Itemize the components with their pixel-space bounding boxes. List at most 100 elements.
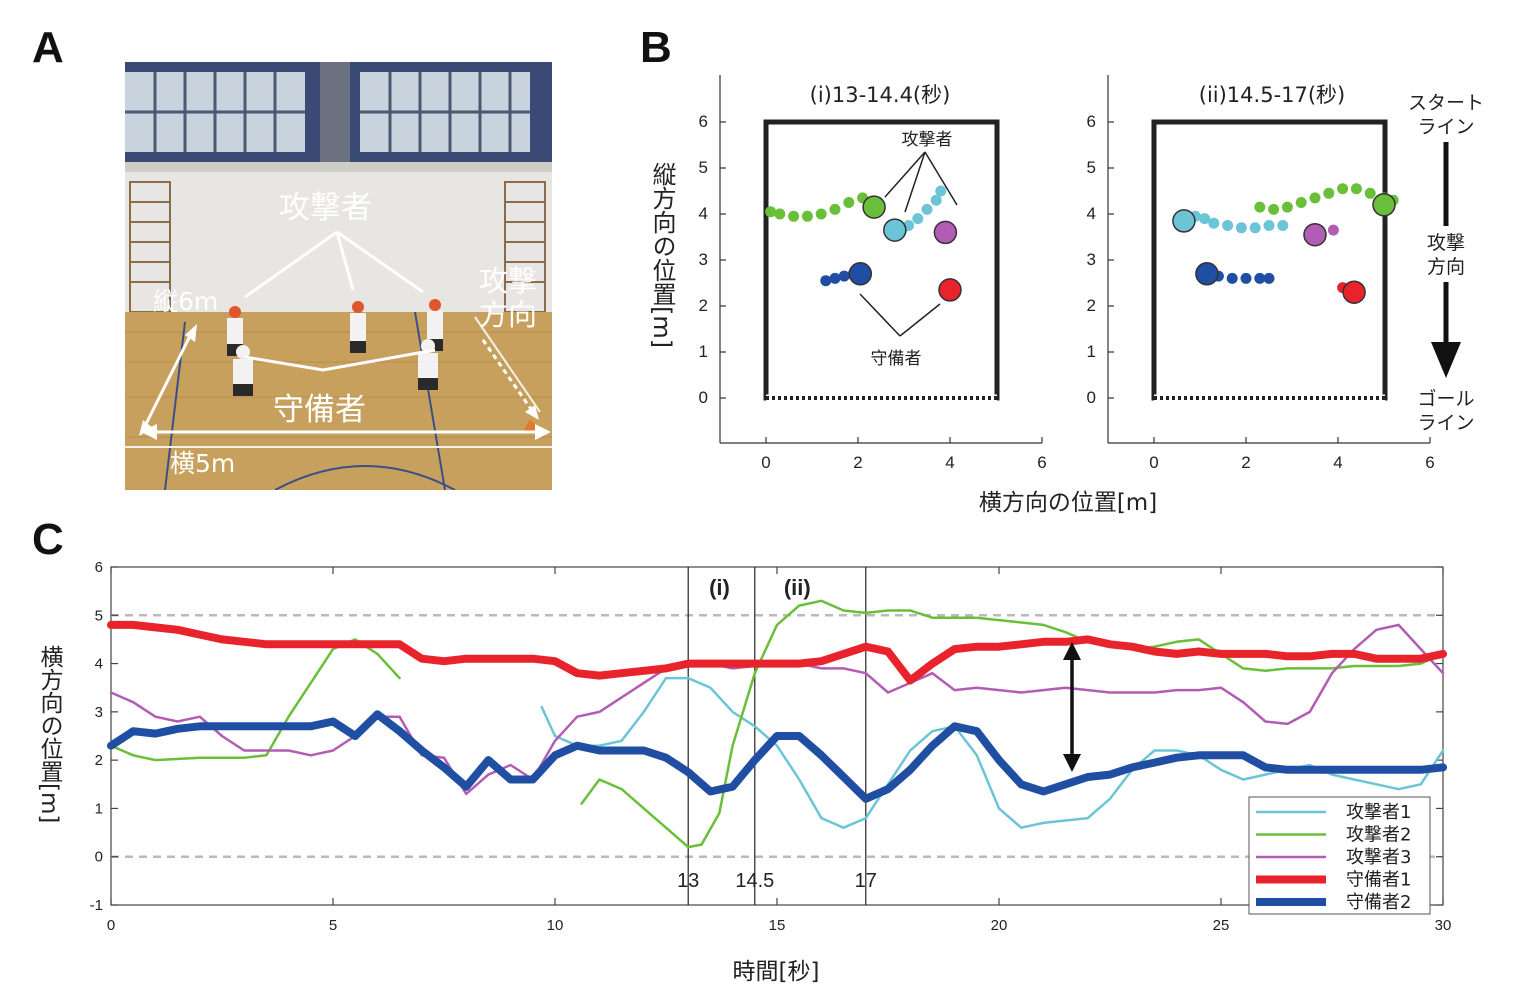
- panelB-ylabel: 縦方向の位置[m]: [648, 162, 676, 348]
- panelB-i-end-point: [938, 278, 962, 302]
- panelB-i-trail-point: [820, 275, 832, 287]
- panelB-i-trail-point: [815, 208, 827, 220]
- panelB-i-end-point: [848, 262, 873, 286]
- attack-direction-arrow-head: [1431, 342, 1461, 378]
- panel-letter-a: A: [32, 23, 64, 72]
- panelB-ii-xtick-label: 4: [1333, 453, 1342, 472]
- panelC-xtick-label: 30: [1435, 917, 1452, 934]
- panelB-i-xtick-label: 6: [1037, 453, 1046, 472]
- panelB-i-trail-point: [838, 270, 850, 282]
- panelB-defenders-label: 守備者: [871, 349, 922, 369]
- panelB-i-xtick-label: 4: [945, 453, 954, 472]
- panelB-ii-trail-point: [1323, 187, 1335, 199]
- panelB-i-end-point: [933, 220, 958, 245]
- legend-label: 守備者1: [1346, 870, 1411, 891]
- goal-line-label-1: ゴール: [1417, 388, 1474, 410]
- panelC-ytick-label: 4: [95, 656, 103, 673]
- panelB-ii-xtick-label: 2: [1241, 453, 1250, 472]
- panelB-ii-trail-point: [1249, 222, 1261, 234]
- panelB-ii-trail-point: [1350, 183, 1362, 195]
- panelB-ii-trail-point: [1327, 224, 1339, 236]
- panelB-i-trail-point: [765, 206, 777, 218]
- attack-direction-bg: [1418, 226, 1474, 282]
- legend-label: 守備者2: [1346, 892, 1411, 913]
- panelC-interval-label: (ii): [784, 575, 811, 600]
- start-line-label-2: ライン: [1417, 116, 1474, 138]
- panelB-i-axes: [719, 75, 1042, 444]
- panelC-series-line: [109, 638, 401, 762]
- panelB-ii-marks: [1172, 183, 1399, 304]
- panelB-i-end-point: [862, 195, 886, 219]
- panelB-ii-end-point: [1342, 280, 1366, 304]
- goal-line-label-2: ライン: [1417, 412, 1474, 434]
- panelB-i-xtick-label: 0: [761, 453, 770, 472]
- panelB-ii-end-point: [1172, 209, 1196, 233]
- panelB-ii-trail-point: [1295, 197, 1307, 208]
- panelB-ii-trail-point: [1281, 201, 1293, 213]
- attack-direction-label-2: 方向: [1427, 256, 1465, 278]
- panelB-ii-ytick-label: 6: [1087, 112, 1096, 131]
- panelC-xtick-label: 10: [547, 917, 564, 934]
- panelC-xtick-label: 15: [769, 917, 786, 934]
- panelB-ii-trail-point: [1337, 183, 1349, 195]
- panelC-ytick-label: 2: [95, 752, 103, 769]
- panelB-ii-trail-point: [1254, 272, 1266, 284]
- panelC-ytick-label: -1: [90, 897, 103, 914]
- start-line-label-1: スタート: [1408, 92, 1484, 114]
- panelC-marker-label: 17: [855, 870, 877, 892]
- panelC-ylabel: 横方向の位置[m]: [36, 645, 64, 823]
- panelB-i-trail-point: [843, 197, 855, 208]
- photo-defenders-label: 守備者: [273, 392, 366, 428]
- panelB-ii-trail-point: [1222, 220, 1234, 231]
- panelC-ytick-label: 6: [95, 559, 103, 576]
- panelB-ii-trail-point: [1277, 220, 1289, 231]
- panelB-ii-end-point: [1372, 193, 1396, 217]
- panelB-ii-trail-point: [1235, 222, 1247, 234]
- gap-double-arrow: [1063, 642, 1081, 772]
- panelB-ii-ytick-label: 4: [1087, 204, 1096, 223]
- panelC-marker-label: 13: [677, 870, 699, 892]
- panelC-series-line: [107, 710, 1447, 803]
- panelB-ii-trail-point: [1240, 272, 1252, 284]
- panelB-i-trail-point: [921, 203, 933, 215]
- panelB-i-ytick-label: 2: [699, 296, 708, 315]
- photo-horizontal-label: 横5m: [170, 449, 236, 478]
- panelC-series: [107, 599, 1447, 849]
- panelB-ii-ytick-label: 1: [1087, 342, 1096, 361]
- panelB-attackers-label: 攻撃者: [902, 130, 953, 150]
- panelC-ytick-label: 3: [95, 704, 103, 721]
- panelB-i-trail-point: [829, 272, 841, 284]
- panelB-i-trail-point: [788, 210, 800, 222]
- panelB-ii-ticks: 0 1 2 3 4 5 6 0 2 4 6: [1087, 112, 1435, 472]
- panelB-xlabel: 横方向の位置[m]: [979, 490, 1157, 516]
- panelB-i-trail-point: [829, 203, 841, 215]
- panelB-i-xtick-label: 2: [853, 453, 862, 472]
- legend-label: 攻撃者1: [1346, 802, 1411, 823]
- photo-direction-label-2: 方向: [479, 298, 538, 332]
- panelB-i-ytick-label: 0: [699, 388, 708, 407]
- panelB-i-marks: [765, 185, 962, 302]
- panelB-i-trail-point: [801, 210, 813, 222]
- panelC-reference-lines: [111, 614, 1443, 858]
- panelC-xtick-label: 20: [991, 917, 1008, 934]
- panelB-i-ytick-label: 6: [699, 112, 708, 131]
- panelC-xtick-label: 0: [107, 917, 115, 934]
- panelC-interval-label: (i): [709, 575, 730, 600]
- panelB-i-title: (i)13-14.4(秒): [810, 83, 951, 107]
- panelC-xlabel: 時間[秒]: [733, 959, 820, 985]
- panelB-i-trail-point: [930, 194, 942, 206]
- panelB-i-trail-point: [912, 213, 924, 225]
- panelB-ii-ytick-label: 0: [1087, 388, 1096, 407]
- attack-direction-label-1: 攻撃: [1427, 232, 1465, 254]
- panelC-series-line: [107, 620, 1447, 685]
- photo-direction-label-1: 攻撃: [479, 264, 538, 298]
- panelC-ytick-label: 0: [95, 849, 103, 866]
- panelB-ii-ytick-label: 5: [1087, 158, 1096, 177]
- legend-label: 攻撃者2: [1346, 825, 1411, 846]
- panel-letter-b: B: [640, 23, 672, 72]
- panelB-i-ytick-label: 3: [699, 250, 708, 269]
- panelB-ii-xtick-label: 6: [1425, 453, 1434, 472]
- panel-letter-c: C: [32, 515, 64, 564]
- panelB-ii-trail-point: [1263, 220, 1275, 231]
